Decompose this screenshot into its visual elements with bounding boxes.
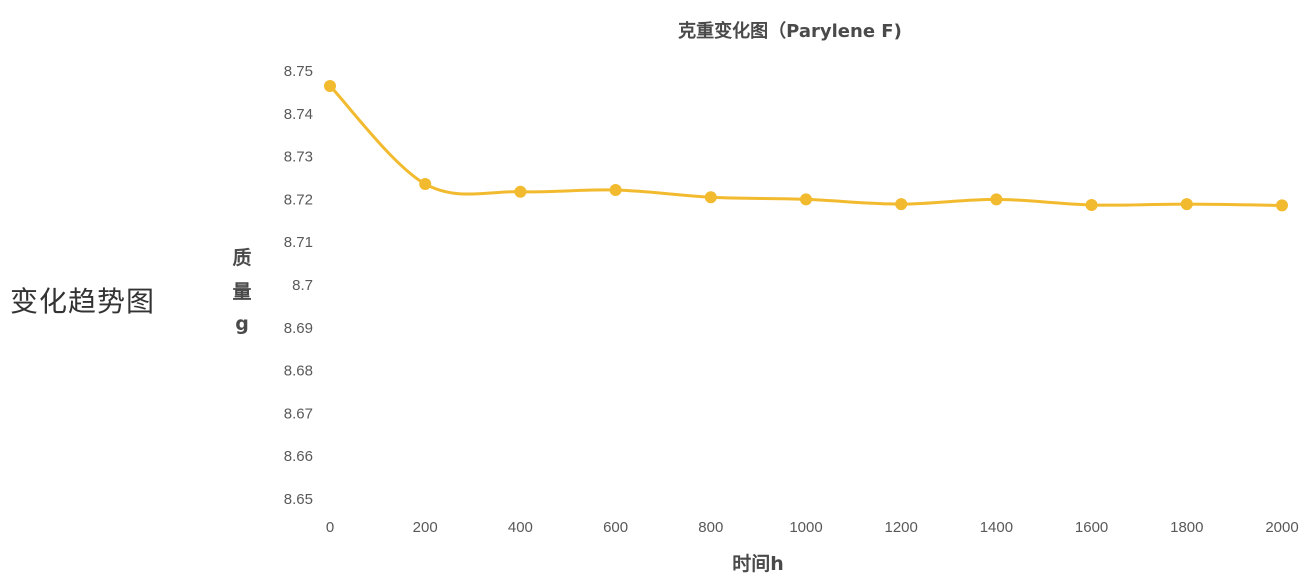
y-axis-label-line: 量 <box>232 281 251 303</box>
x-tick-labels: 0 200 400 600 800 1000 1200 1400 1600 1800 2000 <box>326 519 1299 536</box>
data-point <box>1180 198 1193 211</box>
x-tick-label: 200 <box>413 519 438 536</box>
data-point <box>990 193 1003 206</box>
y-tick-label: 8.75 <box>284 63 313 80</box>
series-layer <box>324 79 1288 212</box>
x-tick-label: 1400 <box>980 519 1013 536</box>
y-tick-label: 8.7 <box>292 277 313 294</box>
y-tick-labels: 8.75 8.74 8.73 8.72 8.71 8.7 8.69 8.68 8.67 8.66 8… <box>284 63 313 508</box>
y-tick-label: 8.69 <box>284 320 313 337</box>
data-point <box>800 193 812 206</box>
data-point <box>419 177 432 190</box>
x-tick-label: 0 <box>326 519 334 536</box>
data-point <box>514 185 527 198</box>
y-tick-label: 8.65 <box>284 491 313 508</box>
data-point <box>324 79 336 92</box>
x-tick-label: 1800 <box>1170 519 1203 536</box>
series-line <box>328 84 1284 207</box>
data-point <box>1276 199 1288 212</box>
x-tick-label: 800 <box>698 519 723 536</box>
y-tick-label: 8.66 <box>284 448 313 465</box>
y-tick-label: 8.73 <box>284 149 313 166</box>
y-tick-label: 8.71 <box>284 234 313 251</box>
side-label: 变化趋势图 <box>10 285 156 318</box>
x-tick-label: 600 <box>603 519 628 536</box>
x-tick-label: 2000 <box>1265 519 1298 536</box>
y-axis-label-line: 质 <box>232 247 251 269</box>
y-tick-label: 8.72 <box>284 191 313 208</box>
data-point <box>1085 198 1098 211</box>
x-tick-label: 1600 <box>1075 519 1108 536</box>
x-axis-label: 时间h <box>732 553 784 575</box>
chart-title: 克重变化图（Parylene F) <box>678 20 902 42</box>
y-tick-label: 8.67 <box>284 405 313 422</box>
x-tick-label: 400 <box>508 519 533 536</box>
x-tick-label: 1000 <box>789 519 822 536</box>
data-point <box>704 191 717 204</box>
y-tick-label: 8.68 <box>284 363 313 380</box>
x-tick-label: 1200 <box>885 519 918 536</box>
y-axis-label-line: g <box>235 313 249 335</box>
data-point <box>895 198 908 211</box>
y-tick-label: 8.74 <box>284 106 313 123</box>
y-axis-label: 质 量 g <box>232 247 251 335</box>
data-point <box>609 183 622 196</box>
